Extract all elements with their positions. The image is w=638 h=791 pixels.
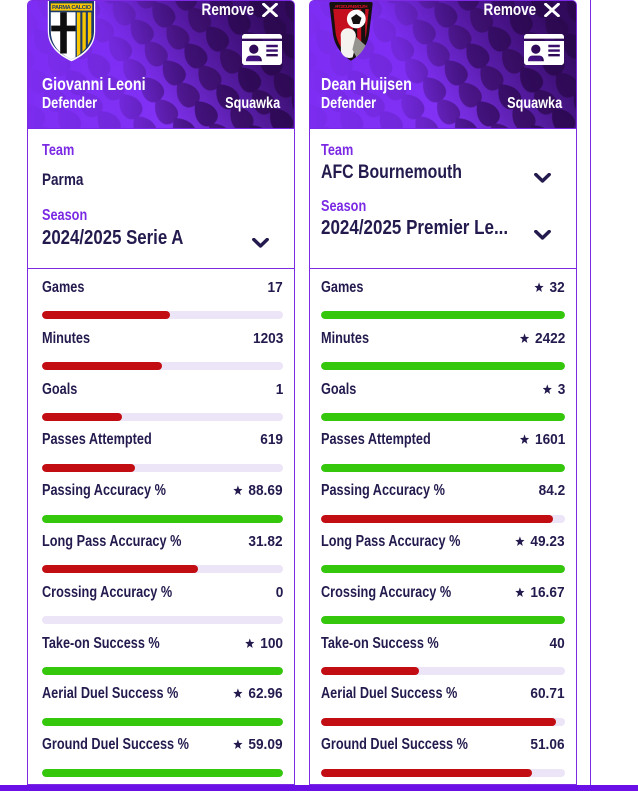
svg-text:AFC BOURNEMOUTH: AFC BOURNEMOUTH bbox=[335, 4, 368, 9]
svg-text:PARMA CALCIO: PARMA CALCIO bbox=[52, 5, 92, 11]
